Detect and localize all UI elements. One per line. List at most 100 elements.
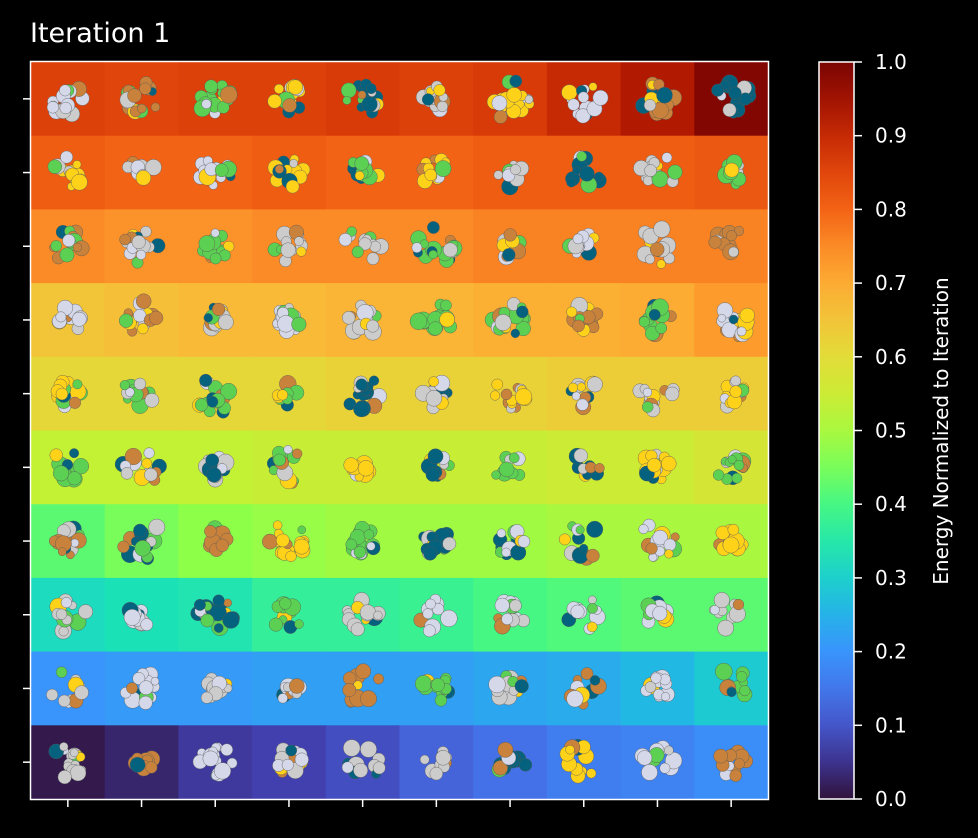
atom — [667, 164, 683, 180]
atom — [492, 760, 509, 776]
atom — [712, 469, 725, 481]
molecule-cluster — [484, 297, 531, 339]
molecule-cluster — [637, 448, 677, 485]
atom — [350, 622, 365, 637]
atom — [427, 448, 444, 465]
atom — [218, 314, 234, 331]
atom — [204, 79, 218, 94]
atom — [645, 254, 655, 265]
atom — [58, 694, 71, 708]
molecule-cluster — [49, 448, 90, 488]
atom — [373, 610, 383, 620]
atom — [202, 750, 219, 767]
atom — [366, 541, 376, 551]
atom — [576, 382, 586, 392]
atom — [722, 536, 740, 554]
atom — [287, 79, 304, 95]
atom — [285, 550, 297, 562]
atom — [366, 252, 380, 266]
atom — [138, 695, 153, 710]
atom — [137, 323, 149, 335]
molecule-cluster — [634, 740, 683, 781]
molecule-cluster — [267, 154, 311, 194]
atom — [491, 95, 508, 111]
atom — [139, 82, 152, 95]
molecule-cluster — [119, 225, 166, 269]
atom — [199, 373, 213, 387]
atom — [727, 523, 740, 536]
atom — [289, 159, 298, 168]
atom — [215, 538, 229, 552]
molecule-cluster — [568, 447, 605, 482]
atom — [220, 382, 238, 400]
atom — [636, 750, 653, 766]
atom — [576, 151, 587, 162]
atom — [149, 310, 164, 326]
atom — [206, 396, 219, 408]
atom — [72, 458, 90, 475]
heatmap-cell — [325, 651, 400, 726]
atom — [135, 170, 152, 186]
molecule-cluster — [419, 746, 453, 781]
atom — [57, 770, 72, 785]
x-axis-ticks — [67, 800, 732, 807]
atom — [340, 82, 357, 99]
atom — [493, 110, 508, 124]
heatmap-cell — [694, 430, 769, 505]
atom — [125, 387, 135, 397]
atom — [353, 762, 368, 778]
atom — [434, 694, 448, 707]
atom — [262, 533, 278, 550]
colorbar — [819, 62, 854, 799]
atom — [729, 385, 742, 398]
atom — [572, 319, 585, 333]
atom — [204, 525, 217, 538]
atom — [361, 96, 378, 113]
atom — [656, 259, 666, 269]
molecule-cluster — [636, 220, 676, 269]
atom — [136, 249, 147, 260]
atom — [565, 745, 575, 755]
atom — [292, 448, 303, 459]
atom — [285, 744, 298, 757]
molecule-cluster — [565, 375, 603, 415]
colorbar-tick-label: 0.1 — [875, 713, 907, 737]
atom — [145, 761, 158, 774]
atom — [739, 307, 755, 324]
atom — [294, 619, 304, 629]
colorbar-tick-label: 0.5 — [875, 419, 907, 443]
atom — [440, 299, 452, 311]
atom — [203, 313, 213, 323]
atom — [713, 592, 730, 609]
atom — [353, 545, 367, 559]
atom — [427, 221, 440, 234]
atom — [357, 90, 367, 100]
atom — [272, 520, 283, 530]
molecule-cluster — [486, 74, 535, 124]
atom — [60, 597, 72, 609]
atom — [663, 538, 677, 552]
molecule-cluster — [640, 595, 675, 629]
atom — [223, 598, 232, 608]
atom — [70, 538, 80, 548]
atom — [503, 228, 517, 242]
colorbar-tick-label: 1.0 — [875, 50, 907, 74]
atom — [342, 683, 357, 697]
atom — [572, 166, 581, 175]
molecule-cluster — [491, 741, 533, 778]
atom — [53, 465, 70, 482]
atom — [422, 624, 436, 638]
molecule-cluster — [343, 455, 377, 483]
atom — [126, 682, 138, 694]
atom — [514, 679, 529, 694]
atom — [134, 540, 151, 557]
atom — [150, 102, 161, 112]
atom — [717, 314, 726, 323]
molecule-cluster — [409, 298, 457, 336]
colorbar-tick-label: 0.7 — [875, 271, 907, 295]
atom — [664, 745, 674, 756]
atom — [145, 159, 162, 176]
atom — [297, 525, 306, 534]
atom — [576, 398, 589, 411]
atom — [664, 386, 680, 402]
